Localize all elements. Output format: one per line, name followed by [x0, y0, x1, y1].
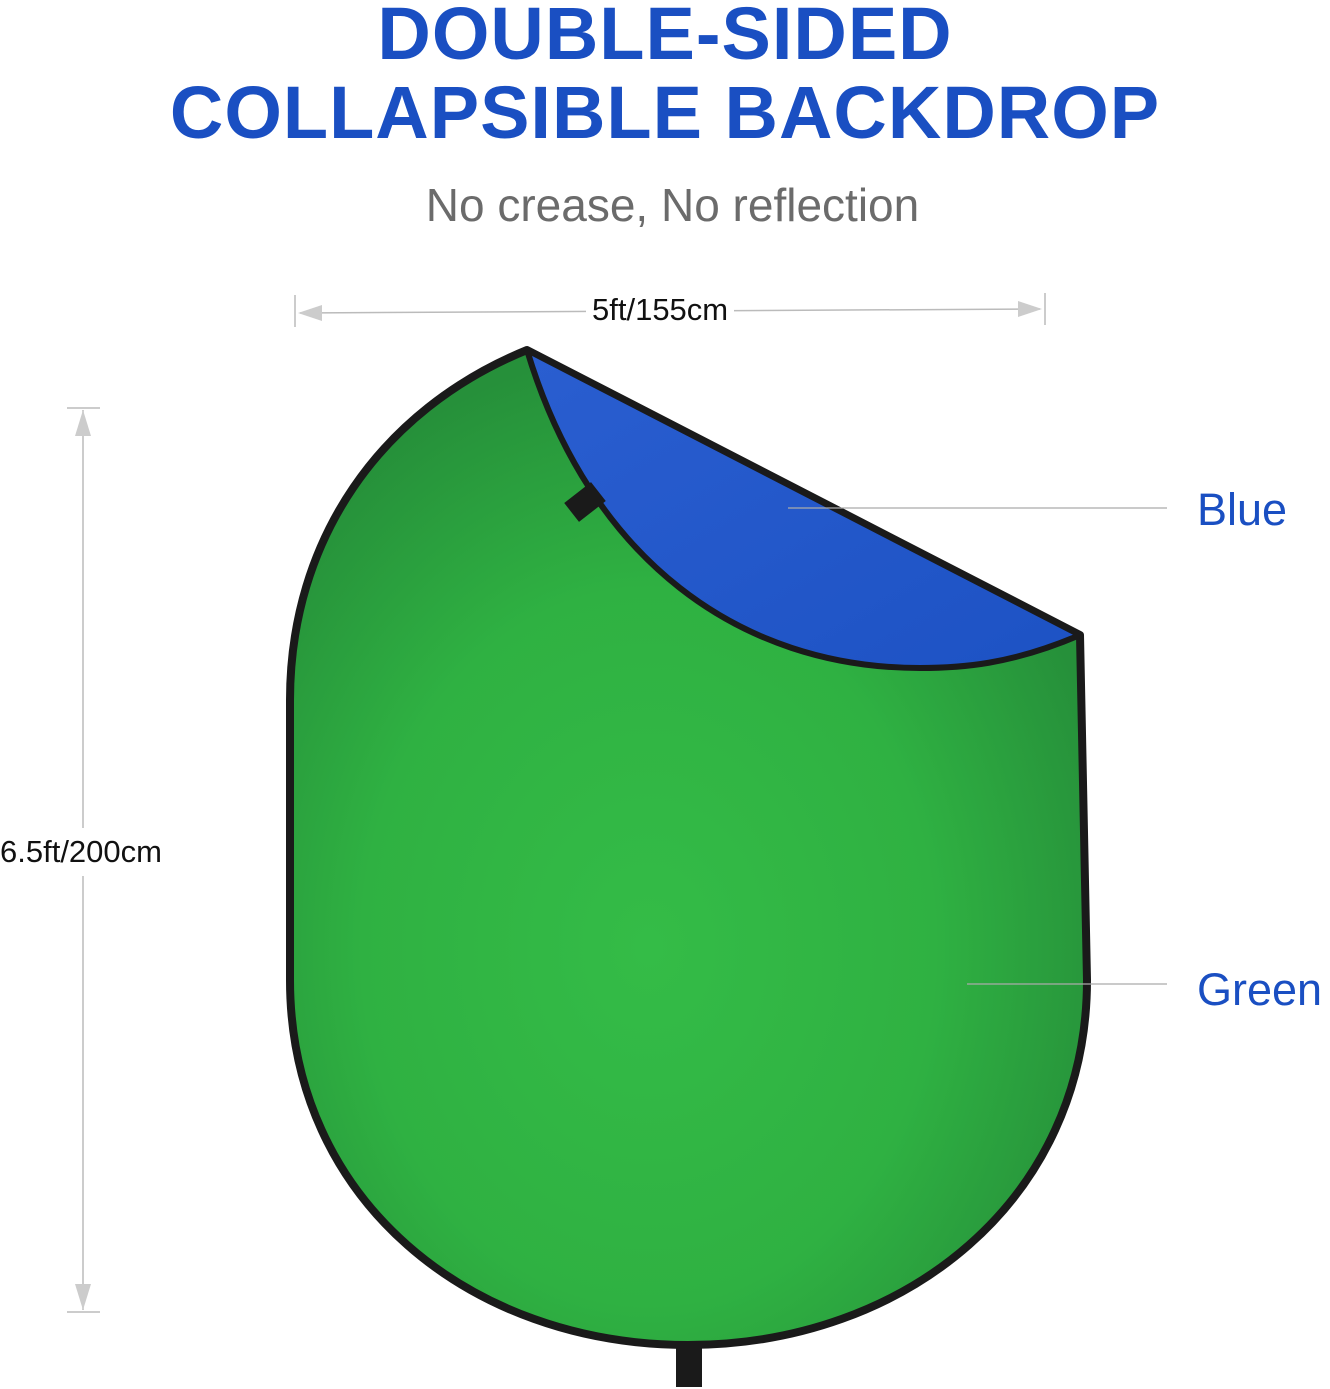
blue-side-label: Blue: [1197, 484, 1288, 535]
title-line-1: DOUBLE-SIDED: [377, 0, 953, 75]
title-line-2: COLLAPSIBLE BACKDROP: [169, 71, 1161, 154]
height-label: 6.5ft/200cm: [0, 828, 162, 876]
green-side-label: Green: [1197, 964, 1323, 1015]
flap-tab: [564, 482, 606, 522]
width-label: 5ft/155cm: [586, 292, 735, 328]
subtitle: No crease, No reflection: [425, 179, 920, 231]
